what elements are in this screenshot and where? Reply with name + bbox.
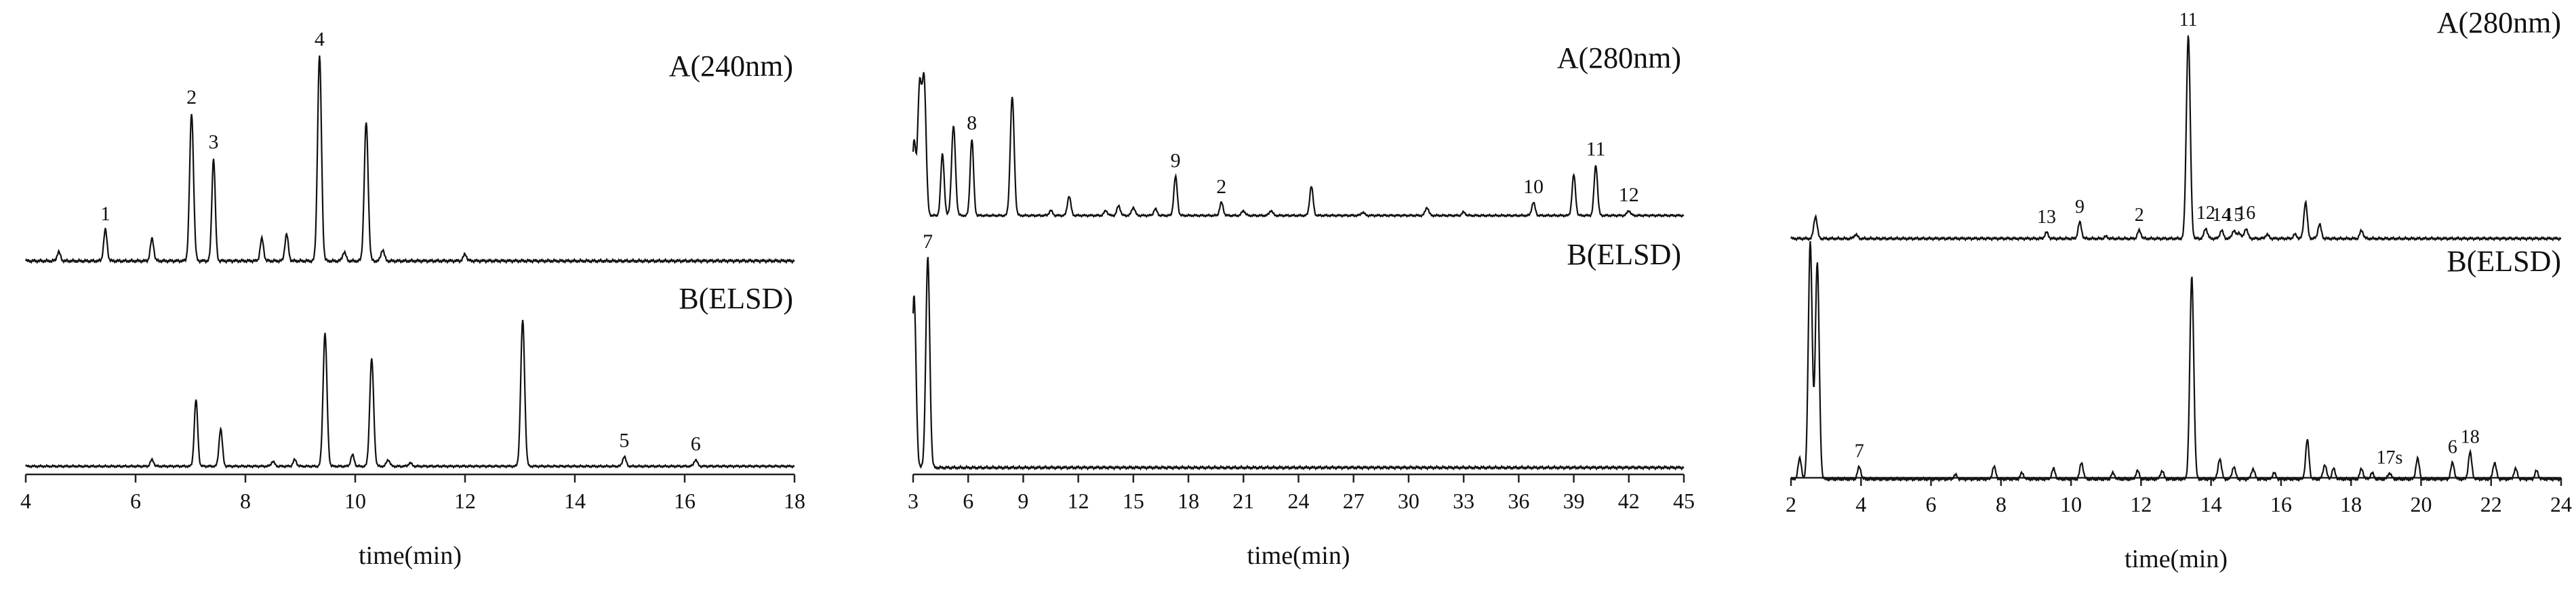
series-name-b: B(ELSD) xyxy=(679,282,793,315)
peak-label: 18 xyxy=(2461,426,2480,447)
x-tick-label: 12 xyxy=(1068,489,1089,513)
series-line-a xyxy=(1790,35,2562,242)
x-axis-title: time(min) xyxy=(359,541,462,570)
x-tick-label: 10 xyxy=(344,489,366,513)
x-tick-label: 24 xyxy=(2550,492,2572,516)
peak-label: 10 xyxy=(1523,176,1544,198)
series-name-a: A(280nm) xyxy=(2437,6,2561,39)
series-name-a: A(280nm) xyxy=(1557,41,1681,75)
x-tick-label: 18 xyxy=(1178,489,1199,513)
peak-label: 7 xyxy=(923,230,933,253)
series-line-a xyxy=(24,55,795,264)
x-tick-label: 18 xyxy=(784,489,805,513)
peak-label: 16 xyxy=(2236,203,2255,224)
peak-label: 12 xyxy=(1619,184,1639,206)
x-tick-label: 12 xyxy=(2130,492,2152,516)
peak-label: 6 xyxy=(2448,437,2457,458)
x-tick-label: 4 xyxy=(20,489,31,513)
x-tick-label: 20 xyxy=(2410,492,2432,516)
series-line-b xyxy=(1790,241,2562,483)
x-tick-label: 10 xyxy=(2060,492,2082,516)
x-tick-label: 39 xyxy=(1563,489,1585,513)
peak-label: 7 xyxy=(1855,441,1864,462)
x-tick-label: 6 xyxy=(963,489,973,513)
x-tick-label: 3 xyxy=(908,489,919,513)
x-tick-label: 8 xyxy=(1996,492,2007,516)
peak-label: 8 xyxy=(967,112,977,134)
peak-label: 6 xyxy=(691,432,701,455)
x-tick-label: 15 xyxy=(1123,489,1144,513)
x-tick-label: 14 xyxy=(2200,492,2222,516)
peak-label: 11 xyxy=(1586,138,1606,161)
x-tick-label: 2 xyxy=(1786,492,1796,516)
series-name-b: B(ELSD) xyxy=(1567,238,1681,271)
peak-label: 11 xyxy=(2179,9,2198,30)
series-line-a xyxy=(912,72,1685,218)
x-tick-label: 21 xyxy=(1232,489,1254,513)
x-tick-label: 36 xyxy=(1508,489,1529,513)
series-line-b xyxy=(912,257,1685,471)
peak-label: 5 xyxy=(619,430,629,452)
x-tick-label: 42 xyxy=(1618,489,1640,513)
series-line-b xyxy=(25,320,795,469)
x-tick-label: 4 xyxy=(1855,492,1866,516)
x-tick-label: 18 xyxy=(2340,492,2362,516)
peak-label: 2 xyxy=(2135,205,2144,226)
x-tick-label: 6 xyxy=(130,489,141,513)
x-tick-label: 16 xyxy=(674,489,696,513)
x-tick-label: 16 xyxy=(2270,492,2292,516)
peak-label: 1 xyxy=(100,203,110,225)
series-name-a: A(240nm) xyxy=(669,49,793,83)
x-axis-title: time(min) xyxy=(2125,545,2228,573)
x-tick-label: 33 xyxy=(1453,489,1474,513)
peak-label: 12 xyxy=(2196,203,2215,224)
x-tick-label: 6 xyxy=(1926,492,1937,516)
peak-label: 17s xyxy=(2377,447,2403,468)
x-tick-label: 9 xyxy=(1018,489,1028,513)
peak-label: 14 xyxy=(2212,205,2231,226)
peak-label: 3 xyxy=(209,131,219,153)
peak-label: 15 xyxy=(2224,205,2243,226)
x-tick-label: 8 xyxy=(240,489,251,513)
x-tick-label: 14 xyxy=(564,489,586,513)
peak-label: 13 xyxy=(2037,207,2056,228)
peak-label: 2 xyxy=(186,86,197,108)
peak-label: 9 xyxy=(2075,197,2085,218)
peak-label: 4 xyxy=(315,28,325,50)
series-name-b: B(ELSD) xyxy=(2447,245,2561,278)
x-tick-label: 24 xyxy=(1288,489,1310,513)
peak-label: 9 xyxy=(1171,149,1181,171)
x-tick-label: 27 xyxy=(1343,489,1365,513)
x-axis-title: time(min) xyxy=(1247,541,1350,570)
x-tick-label: 30 xyxy=(1398,489,1420,513)
x-tick-label: 45 xyxy=(1673,489,1695,513)
x-tick-label: 12 xyxy=(454,489,476,513)
x-tick-label: 22 xyxy=(2480,492,2502,516)
peak-label: 2 xyxy=(1216,176,1226,198)
